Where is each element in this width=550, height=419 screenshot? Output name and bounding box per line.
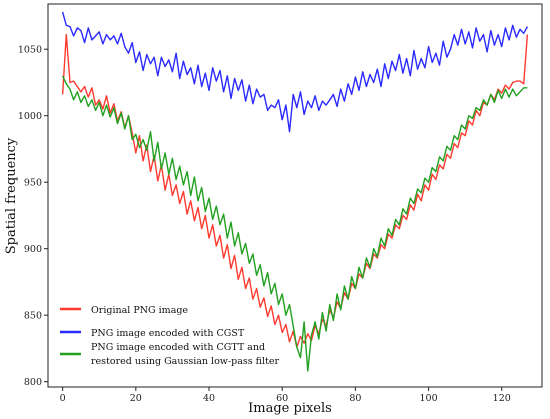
y-axis-title: Spatial frequency: [4, 137, 19, 254]
series-layer: [61, 11, 529, 372]
legend-label-cgtt-line-1: PNG image encoded with CGTT and: [91, 342, 265, 353]
y-tick-label: 800: [24, 377, 42, 388]
x-tick-label: 60: [276, 393, 288, 404]
plot-area-frame: [47, 3, 543, 388]
y-tick-label: 1050: [18, 45, 42, 56]
cgst-series-line: [61, 11, 529, 133]
legend-label-original: Original PNG image: [91, 305, 188, 316]
y-tick-label: 900: [24, 244, 42, 255]
axis-ticks: 0 20 40 60 80 100 120 800 850 900 950 1000 1050: [18, 45, 511, 404]
x-tick-label: 0: [60, 393, 66, 404]
x-tick-label: 120: [493, 393, 511, 404]
x-tick-label: 80: [349, 393, 361, 404]
legend-label-cgtt-line-2: restored using Gaussian low-pass filter: [91, 356, 279, 367]
legend-label-cgst: PNG image encoded with CGST: [91, 328, 245, 339]
x-tick-label: 20: [130, 393, 142, 404]
x-axis-title: Image pixels: [248, 401, 332, 416]
x-tick-label: 40: [203, 393, 215, 404]
y-tick-label: 1000: [18, 111, 42, 122]
y-tick-label: 950: [24, 178, 42, 189]
legend: Original PNG image PNG image encoded with…: [60, 305, 279, 367]
y-tick-label: 850: [24, 311, 42, 322]
cgtt-restored-series-line: [61, 75, 528, 372]
x-tick-label: 100: [419, 393, 437, 404]
